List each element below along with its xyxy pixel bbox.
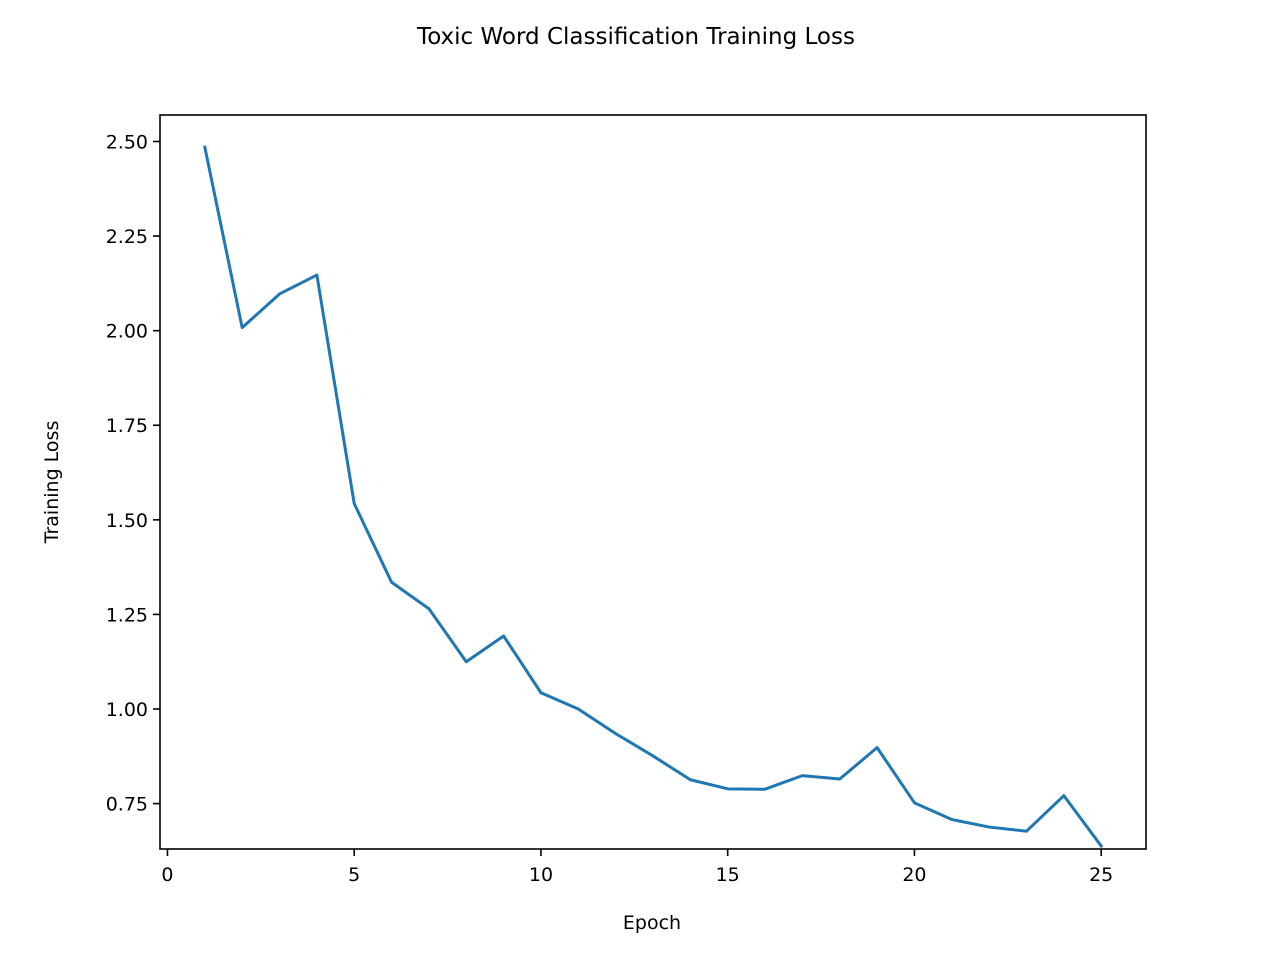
x-tick-label: 20 — [902, 864, 926, 886]
y-tick-label: 1.75 — [106, 415, 148, 437]
x-tick-label: 10 — [529, 864, 553, 886]
chart-title: Toxic Word Classification Training Loss — [416, 24, 855, 50]
plot-area: 0 5 10 15 20 25 0.75 1.00 1.25 1.50 1.75 2.00 2.25 2.… — [106, 114, 1147, 886]
y-axis-label: Training Loss — [41, 421, 63, 545]
x-axis-label: Epoch — [623, 912, 681, 934]
x-tick-label: 0 — [161, 864, 173, 886]
y-tick-label: 2.25 — [106, 226, 148, 248]
x-tick-label: 15 — [716, 864, 740, 886]
y-tick-label: 1.50 — [106, 510, 148, 532]
series-line-1 — [203, 145, 1104, 849]
plot-frame — [159, 114, 1147, 850]
y-tick-label: 2.00 — [106, 321, 148, 343]
y-tick-label: 2.50 — [106, 131, 148, 153]
x-tick-label: 5 — [348, 864, 360, 886]
y-tick-label: 1.00 — [106, 699, 148, 721]
y-tick-label: 1.25 — [106, 604, 148, 626]
y-tick-label: 0.75 — [106, 794, 148, 816]
x-tick-label: 25 — [1089, 864, 1113, 886]
